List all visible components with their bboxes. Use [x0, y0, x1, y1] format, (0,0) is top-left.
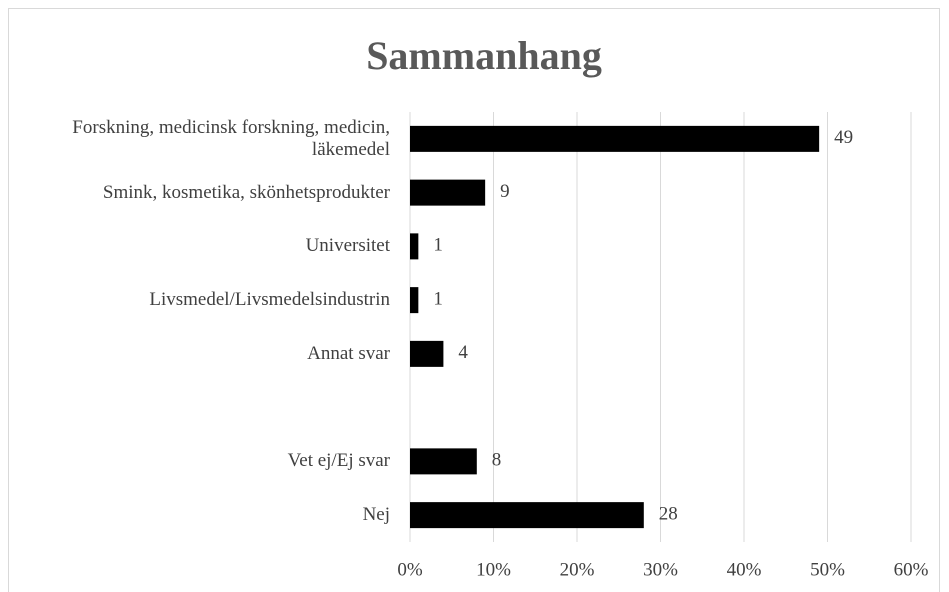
data-label: 28 — [659, 503, 678, 524]
bar — [410, 448, 477, 475]
y-tick-label: Smink, kosmetika, skönhetsprodukter — [102, 181, 390, 203]
bar — [410, 125, 820, 152]
y-tick-label: Vet ej/Ej svar — [287, 450, 390, 472]
data-label: 8 — [492, 450, 502, 471]
bar — [410, 340, 444, 367]
bar — [410, 233, 419, 260]
y-tick-label: Universitet — [305, 235, 390, 257]
data-label: 1 — [433, 288, 443, 309]
x-tick-label: 50% — [810, 559, 845, 580]
y-tick-label: Nej — [362, 504, 390, 526]
bar — [410, 179, 486, 206]
data-label: 9 — [500, 181, 510, 202]
x-tick-label: 0% — [397, 559, 423, 580]
chart-frame — [8, 8, 940, 592]
x-tick-label: 30% — [643, 559, 678, 580]
bar — [410, 287, 419, 314]
x-tick-label: 40% — [727, 559, 762, 580]
data-label: 49 — [834, 127, 853, 148]
data-label: 4 — [458, 342, 468, 363]
y-tick-label: Livsmedel/Livsmedelsindustrin — [149, 289, 390, 311]
y-tick-label: Forskning, medicinsk forskning, medicin,… — [72, 116, 390, 160]
data-label: 1 — [433, 235, 443, 256]
y-tick-label: Annat svar — [307, 342, 390, 364]
chart-title: Sammanhang — [366, 33, 602, 78]
x-tick-label: 60% — [894, 559, 929, 580]
x-tick-label: 10% — [476, 559, 511, 580]
bar — [410, 502, 644, 529]
x-tick-label: 20% — [560, 559, 595, 580]
